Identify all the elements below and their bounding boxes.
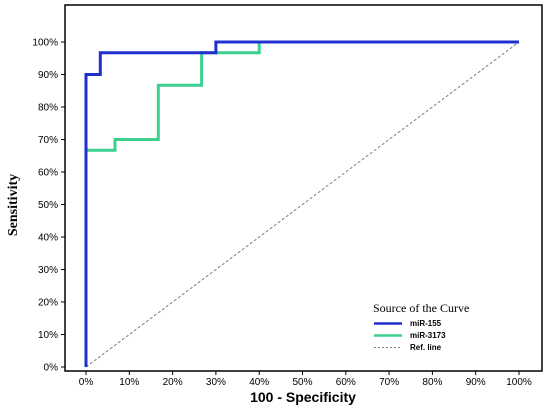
y-tick-label: 80% xyxy=(38,103,58,114)
x-tick-label: 100% xyxy=(506,377,532,388)
x-tick-label: 40% xyxy=(249,377,269,388)
x-tick-label: 20% xyxy=(163,377,183,388)
y-tick-label: 10% xyxy=(38,330,58,341)
y-tick-label: 60% xyxy=(38,168,58,179)
legend-title: Source of the Curve xyxy=(373,301,469,315)
legend-label: miR-155 xyxy=(410,319,442,328)
y-axis-label: Sensitivity xyxy=(6,174,21,236)
legend-label: Ref. line xyxy=(410,343,442,352)
series-line-ref-line xyxy=(85,41,520,368)
y-axis: 0% 10% 20% 30% 40% 50% 60% 70% 80% 90% 100% xyxy=(32,38,65,374)
x-tick-label: 90% xyxy=(466,377,486,388)
y-tick-label: 20% xyxy=(38,298,58,309)
x-axis-label: 100 - Specificity xyxy=(250,389,356,405)
legend-items: miR-155 miR-3173 Ref. line xyxy=(374,319,446,352)
y-tick-label: 70% xyxy=(38,135,58,146)
plot-frame xyxy=(64,4,543,372)
x-tick-label: 0% xyxy=(79,377,94,388)
y-tick-label: 40% xyxy=(38,233,58,244)
y-tick-label: 100% xyxy=(32,38,58,49)
series-line-mir-3173 xyxy=(84,40,519,367)
x-axis: 0% 10% 20% 30% 40% 50% 60% 70% 80% 90% 100% xyxy=(79,371,532,388)
legend-label: miR-3173 xyxy=(410,331,446,340)
x-tick-label: 50% xyxy=(292,377,312,388)
y-tick-label: 0% xyxy=(44,363,59,374)
y-tick-label: 50% xyxy=(38,200,58,211)
y-tick-label: 30% xyxy=(38,265,58,276)
series-line-mir-155 xyxy=(84,40,519,367)
x-tick-label: 30% xyxy=(206,377,226,388)
series-layer xyxy=(84,40,520,368)
x-tick-label: 10% xyxy=(119,377,139,388)
x-tick-label: 80% xyxy=(422,377,442,388)
y-tick-label: 90% xyxy=(38,70,58,81)
x-tick-label: 70% xyxy=(379,377,399,388)
x-tick-label: 60% xyxy=(336,377,356,388)
legend: Source of the Curve miR-155 miR-3173 Ref. … xyxy=(373,301,469,352)
